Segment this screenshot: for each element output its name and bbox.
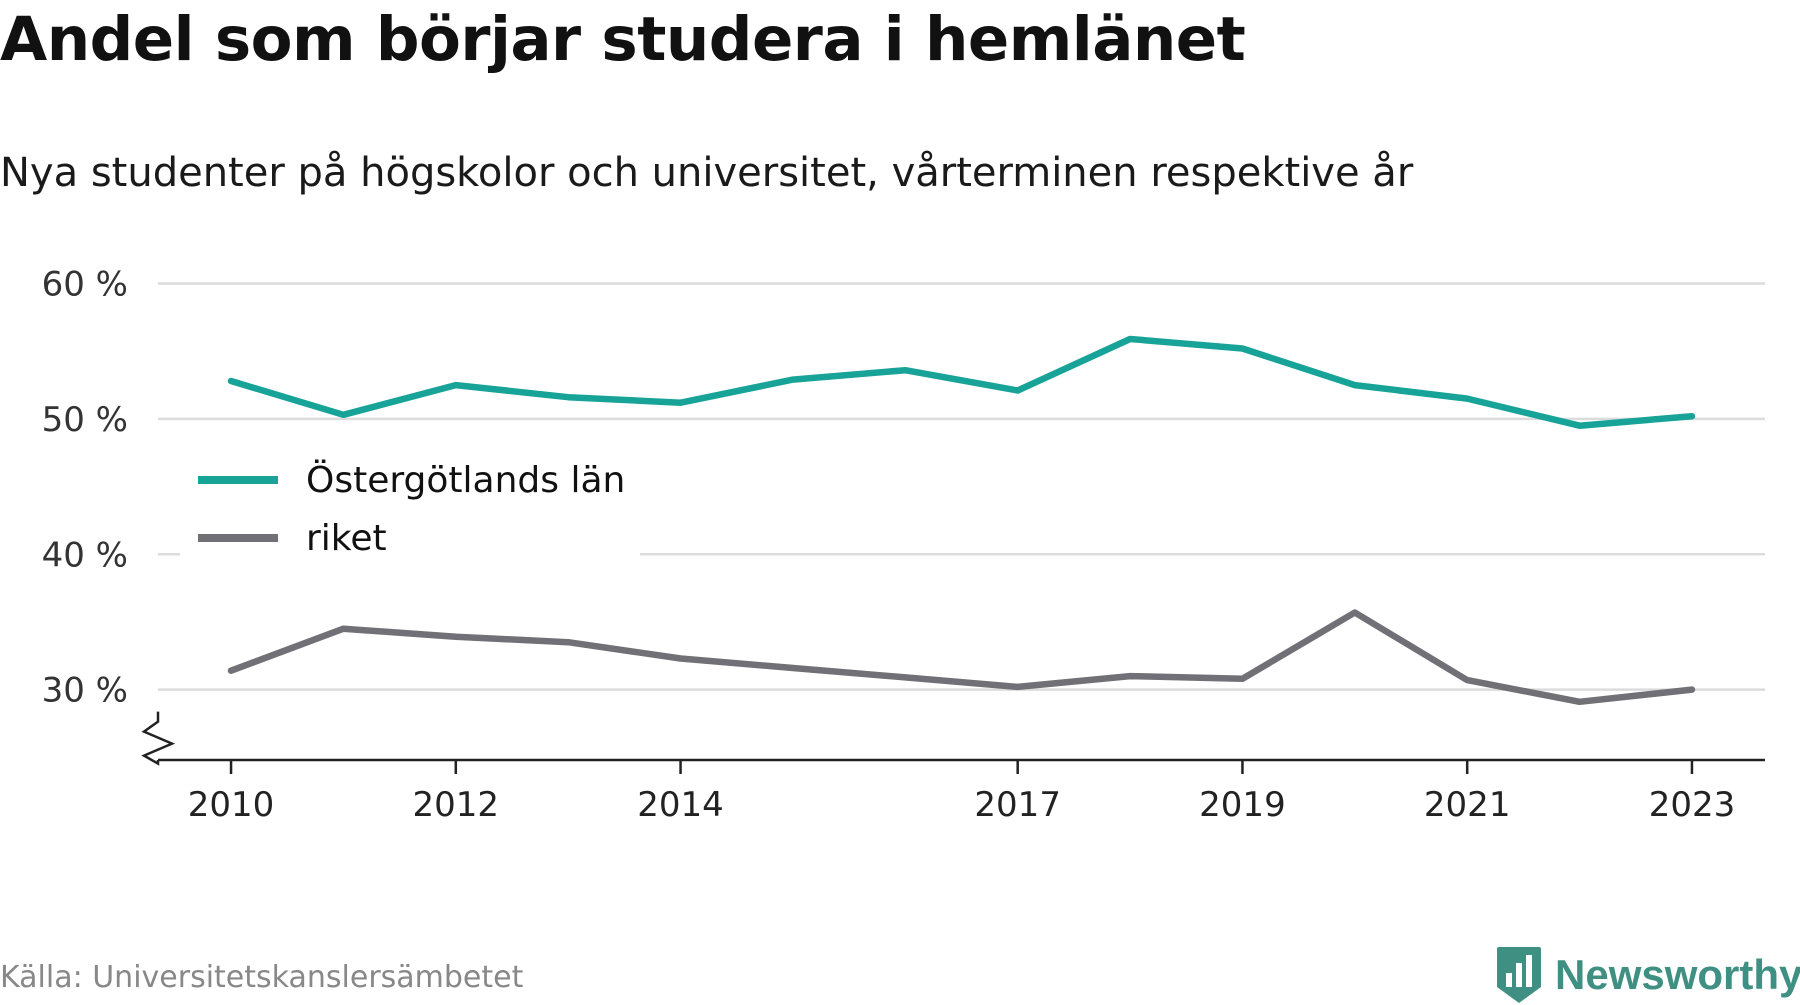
gridlines xyxy=(158,282,1765,691)
bar-chart-badge-icon xyxy=(1497,947,1541,1003)
axis-break-icon xyxy=(141,711,176,766)
x-tick-label-2012: 2012 xyxy=(413,785,500,825)
x-tick-label-2021: 2021 xyxy=(1424,785,1511,825)
x-axis-ticks: 2010 2012 2014 2017 2019 2021 2023 xyxy=(188,760,1735,825)
brand-name: Newsworthy xyxy=(1555,951,1800,998)
series-line-1 xyxy=(227,335,1696,429)
y-tick-label-60: 60 % xyxy=(42,265,128,305)
x-axis xyxy=(141,711,1765,766)
series-line-2 xyxy=(227,609,1696,706)
y-tick-label-40: 40 % xyxy=(42,535,128,575)
chart-subtitle: Nya studenter på högskolor och universit… xyxy=(0,150,1414,196)
legend-label-2: riket xyxy=(306,518,387,559)
brand-logo: Newsworthy xyxy=(1495,945,1800,1005)
x-tick-label-2019: 2019 xyxy=(1199,785,1286,825)
chart-title: Andel som börjar studera i hemlänet xyxy=(0,4,1246,75)
y-tick-label-50: 50 % xyxy=(42,400,128,440)
x-tick-label-2010: 2010 xyxy=(188,785,275,825)
x-tick-label-2017: 2017 xyxy=(974,785,1061,825)
y-axis-ticks: 30 % 40 % 50 % 60 % xyxy=(42,265,128,711)
x-tick-label-2014: 2014 xyxy=(637,785,724,825)
x-tick-label-2023: 2023 xyxy=(1649,785,1736,825)
legend-background xyxy=(180,440,640,565)
legend-label-1: Östergötlands län xyxy=(306,459,625,501)
source-note: Källa: Universitetskanslersämbetet xyxy=(0,960,524,995)
legend: Östergötlands län riket xyxy=(180,440,640,565)
series-lines xyxy=(227,335,1696,706)
y-tick-label-30: 30 % xyxy=(42,671,128,711)
